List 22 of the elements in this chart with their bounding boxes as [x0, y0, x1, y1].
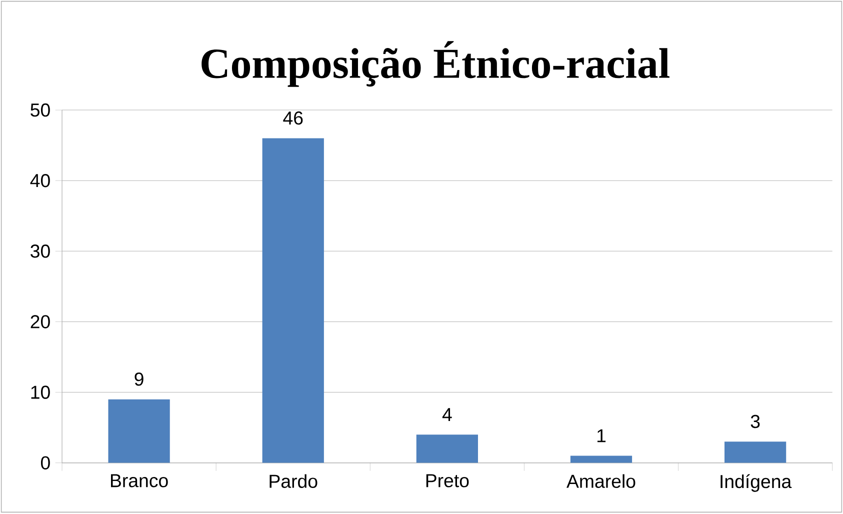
bar — [570, 456, 632, 464]
y-tick-label: 30 — [30, 244, 50, 258]
y-tick-label: 20 — [30, 315, 50, 329]
y-tick-label: 50 — [30, 104, 50, 117]
x-tick-label: Branco — [111, 474, 168, 488]
bar — [724, 442, 786, 464]
y-tick-label: 10 — [31, 386, 50, 400]
data-label: 4 — [442, 408, 452, 422]
x-tick-label: Indígena — [720, 474, 792, 492]
y-tick-label: 0 — [40, 456, 50, 470]
data-label: 46 — [283, 112, 303, 125]
x-tick-label: Pardo — [270, 474, 318, 488]
bar — [416, 434, 478, 464]
x-tick-label: Preto — [426, 474, 469, 488]
bar — [262, 138, 324, 464]
y-tick-label: 40 — [30, 174, 50, 188]
data-label: 3 — [750, 415, 760, 428]
chart-title: Composição Étnico-racial — [202, 41, 670, 88]
data-label: 9 — [134, 372, 144, 386]
data-label: 1 — [597, 430, 606, 442]
bar — [108, 400, 170, 464]
x-tick-label: Amarelo — [566, 474, 636, 488]
